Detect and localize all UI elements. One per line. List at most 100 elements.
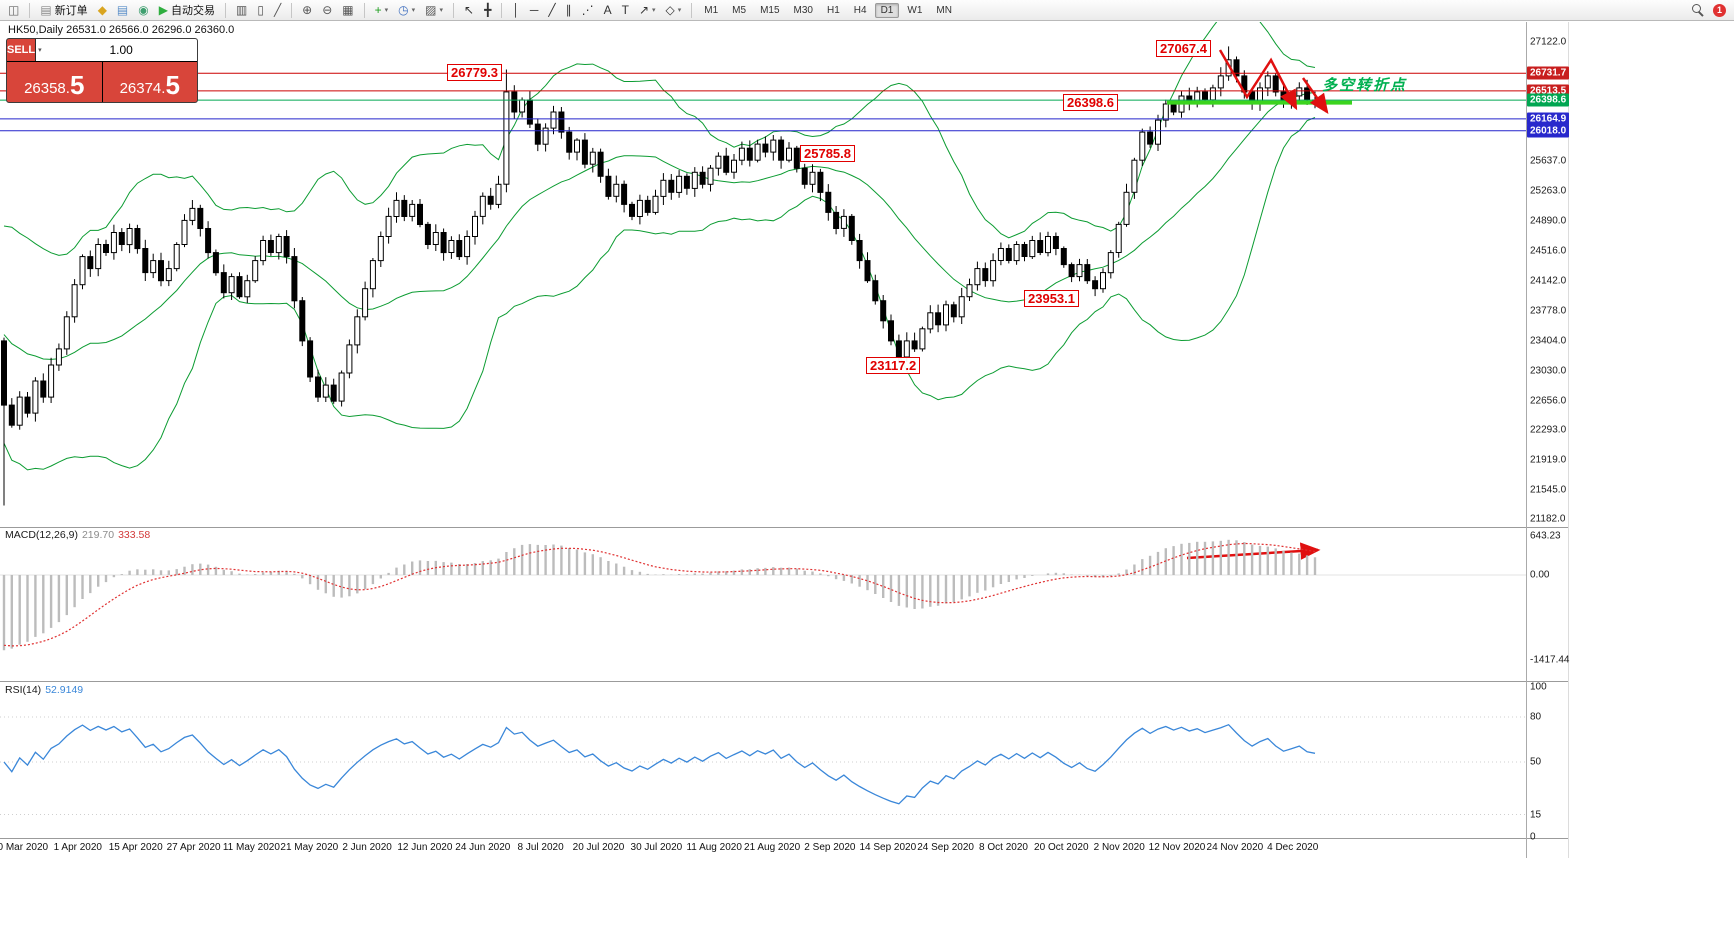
web-terminal-icon-glyph: ◉ [138,3,149,17]
timeframe-d1[interactable]: D1 [874,2,900,18]
window-icon[interactable]: ◫ [4,1,23,19]
date-label: 12 Nov 2020 [1148,842,1206,853]
search-icon[interactable] [1692,3,1705,17]
shapes-icon[interactable]: ◇ ▾ [662,1,686,19]
macd-value-signal: 333.58 [118,529,151,541]
arrows-icon[interactable]: ↗ ▾ [635,1,660,19]
macd-title: MACD(12,26,9) [5,529,78,541]
date-label: 30 Jul 2020 [630,842,683,853]
date-label: 11 May 2020 [222,842,280,853]
toolbar-right: 1 [1692,3,1730,17]
candlestick-chart-icon[interactable]: ▯ [253,1,268,19]
buy-price[interactable]: 26374. 5 [102,62,197,102]
templates-icon[interactable]: ▨ ▾ [421,1,447,19]
date-label: 4 Dec 2020 [1267,842,1319,853]
sell-price-big-digit: 5 [69,70,85,100]
macd-signal-line [3,542,1316,647]
line-chart-icon[interactable]: ╱ [270,1,285,19]
window-icon-glyph: ◫ [8,3,20,17]
bar-chart-icon[interactable]: ▥ [232,1,251,19]
date-label: 12 Jun 2020 [397,842,453,853]
candles-layer [1,46,1318,506]
price-tick: 24142.0 [1530,275,1567,287]
fibonacci-icon-glyph: ⋰ [581,3,594,17]
price-tick: 22293.0 [1530,424,1567,436]
trend-arrows[interactable] [1186,49,1329,560]
label-icon-glyph: T [621,3,629,17]
date-label: 2 Jun 2020 [342,842,392,853]
timeframe-w1[interactable]: W1 [907,4,923,16]
sell-price-main: 26358. [24,80,70,97]
indicators-icon[interactable]: + ▾ [371,1,393,19]
zoom-in-icon[interactable]: ⊕ [298,1,316,19]
date-label: 2 Sep 2020 [804,842,856,853]
bar-chart-icon-glyph: ▥ [235,3,248,17]
date-label: 27 Apr 2020 [166,842,221,853]
swing-price-label[interactable]: 26398.6 [1063,94,1118,111]
price-tick: 27122.0 [1530,36,1567,48]
horizontal-line-icon[interactable]: ─ [526,1,543,19]
indicators-icon-glyph: + [374,3,382,17]
price-tick: 22656.0 [1530,395,1567,407]
cursor-icon[interactable]: ↖ [460,1,478,19]
notification-badge[interactable]: 1 [1713,3,1726,17]
toolbar-separator [501,2,503,18]
templates-icon-glyph: ▨ [425,3,437,17]
dropdown-caret-icon: ▾ [652,7,656,14]
turning-point-note[interactable]: 多空转折点 [1322,77,1408,94]
price-tick: 21182.0 [1530,513,1566,525]
label-icon[interactable]: T [618,1,633,19]
channel-icon[interactable]: ∥ [562,1,576,19]
rsi-title: RSI(14) [5,684,42,696]
trendline-icon[interactable]: ╱ [544,1,559,19]
price-tick: 25637.0 [1530,155,1567,167]
text-icon-glyph: A [603,3,612,17]
swing-price-label[interactable]: 25785.8 [800,145,855,162]
sell-button[interactable]: SELL [7,39,36,61]
timeframe-m30[interactable]: M30 [793,4,813,16]
rsi-line [3,723,1316,805]
date-label: 10 Mar 2020 [0,842,49,853]
volume-input[interactable] [41,42,197,58]
autotrading-button[interactable]: ▶ 自动交易 [155,0,219,20]
buy-price-main: 26374. [119,80,166,97]
autotrading-button-label: 自动交易 [170,5,215,17]
new-order-button[interactable]: ▤ 新订单 [36,0,91,20]
vertical-line-icon[interactable]: │ [508,1,524,19]
vertical-line-icon-glyph: │ [512,3,520,17]
text-icon[interactable]: A [600,1,616,19]
timeframe-h1[interactable]: H1 [826,4,840,16]
timeframe-m1[interactable]: M1 [704,4,719,16]
macd-value-main: 219.70 [81,529,115,541]
metaeditor-icon[interactable]: ◆ [94,1,111,19]
web-terminal-icon[interactable]: ◉ [134,1,152,19]
date-label: 8 Jul 2020 [517,842,564,853]
rsi-label: RSI(14) 52.9149 [5,684,83,696]
tile-windows-icon[interactable]: ▦ [338,1,357,19]
timeframe-m5[interactable]: M5 [732,4,747,16]
date-label: 11 Aug 2020 [686,842,742,853]
shapes-icon-glyph: ◇ [665,3,675,17]
date-label: 8 Oct 2020 [979,842,1028,853]
price-tag-green: 26398.6 [1527,93,1570,107]
date-label: 14 Sep 2020 [859,842,917,853]
depth-of-market-icon[interactable]: ▤ [113,1,132,19]
new-order-button-glyph: ▤ [40,3,52,17]
volume-dropdown-icon[interactable]: ▾ [38,47,42,54]
crosshair-icon[interactable]: ╋ [480,1,495,19]
zoom-out-icon[interactable]: ⊖ [318,1,336,19]
swing-price-label[interactable]: 27067.4 [1156,40,1211,57]
timeframe-h4[interactable]: H4 [853,4,867,16]
timeframe-mn[interactable]: MN [936,4,952,16]
period-menu-icon[interactable]: ◷ ▾ [394,1,419,19]
swing-price-label[interactable]: 23953.1 [1024,290,1079,307]
swing-price-label[interactable]: 26779.3 [447,64,502,81]
price-axis[interactable] [1526,22,1568,858]
level-lines[interactable] [0,72,1526,132]
swing-price-label[interactable]: 23117.2 [866,357,921,374]
fibonacci-icon[interactable]: ⋰ [578,1,598,19]
timeframe-m15[interactable]: M15 [760,4,780,16]
sell-price[interactable]: 26358. 5 [7,62,103,102]
